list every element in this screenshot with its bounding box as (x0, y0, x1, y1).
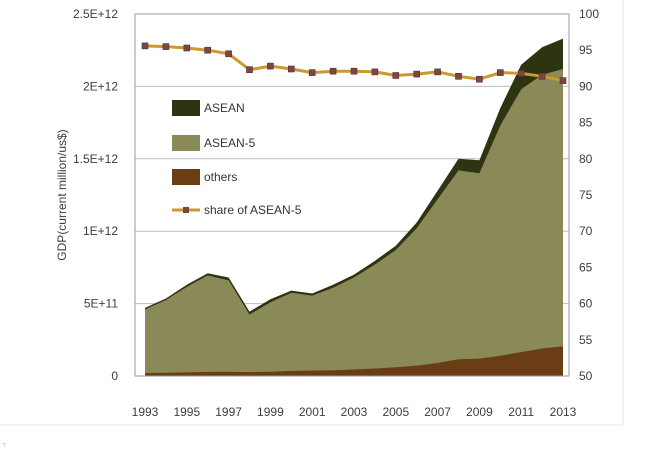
legend-label-others: others (204, 170, 237, 184)
y-right-tick-label: 50 (579, 369, 593, 383)
y-right-tick-label: 95 (579, 43, 593, 57)
x-tick-label: 2005 (382, 405, 409, 419)
y-right-tick-label: 100 (579, 7, 599, 21)
y-left-tick-label: 2.5E+12 (73, 7, 118, 21)
share-point (141, 42, 149, 50)
x-tick-label: 2009 (466, 405, 493, 419)
legend-label-share-of-asean-5: share of ASEAN-5 (204, 203, 302, 217)
x-tick-label: 1995 (173, 405, 200, 419)
share-point (517, 70, 525, 77)
legend-swatch-others (172, 169, 200, 185)
y-right-tick-label: 70 (579, 224, 593, 238)
x-tick-label: 2013 (550, 405, 577, 419)
y-left-tick-label: 2E+12 (83, 79, 118, 93)
share-point (455, 73, 462, 80)
legend-label-asean: ASEAN (204, 101, 245, 115)
share-point (350, 67, 358, 75)
legend-marker-share-of-asean-5 (183, 207, 189, 213)
plot-area-frame (134, 13, 570, 377)
y-right-tick-label: 90 (579, 79, 593, 93)
x-tick-label: 1997 (215, 405, 242, 419)
y-left-tick-label: 1E+12 (83, 224, 118, 238)
y-left-tick-label: 5E+11 (84, 297, 118, 311)
y-right-tick-label: 80 (579, 152, 593, 166)
area-series (145, 38, 563, 376)
legend-swatch-asean (172, 100, 200, 116)
y-right-tick-label: 60 (579, 297, 593, 311)
x-tick-label: 1993 (132, 405, 159, 419)
share-point (183, 44, 191, 52)
legend-label-asean-5: ASEAN-5 (204, 136, 256, 150)
share-point (287, 65, 295, 73)
legend-swatch-asean-5 (172, 135, 200, 151)
share-point (413, 70, 421, 78)
share-point (434, 68, 441, 76)
share-point (392, 72, 400, 79)
y-right-tick-label: 85 (579, 116, 593, 130)
share-point (496, 69, 504, 76)
share-point (476, 75, 483, 83)
area-asean-5 (145, 69, 563, 376)
x-tick-label: 2003 (341, 405, 368, 419)
footnote-mark: ┐ (2, 441, 6, 447)
share-point (308, 69, 316, 76)
area-others (145, 346, 563, 376)
y-right-tick-label: 55 (579, 333, 593, 347)
share-point (246, 66, 253, 73)
share-point (559, 77, 567, 84)
share-point (162, 43, 170, 50)
share-point (204, 46, 211, 54)
x-tick-label: 2011 (508, 405, 534, 419)
y-right-tick-label: 65 (579, 260, 593, 274)
share-point (225, 50, 232, 58)
share-point (371, 68, 379, 76)
legend: ASEAN ASEAN-5 others share of ASEAN-5 (172, 100, 302, 217)
y-axis-right-ticks: 50 55 60 65 70 75 80 85 90 95 100 (579, 7, 599, 383)
share-point (329, 67, 337, 75)
x-tick-label: 2001 (299, 405, 326, 419)
x-axis-ticks: 1993 1995 1997 1999 2001 2003 2005 2007 2009 2011… (132, 405, 577, 419)
share-point (267, 62, 274, 70)
y-left-tick-label: 1.5E+12 (73, 152, 118, 166)
x-tick-label: 2007 (424, 405, 451, 419)
y-axis-left-ticks: 0 5E+11 1E+12 1.5E+12 2E+12 2.5E+12 (73, 7, 118, 383)
share-line-series (141, 42, 567, 84)
share-point (538, 73, 546, 80)
x-tick-label: 1999 (257, 405, 284, 419)
y-left-tick-label: 0 (111, 369, 118, 383)
y-right-tick-label: 75 (579, 188, 593, 202)
y-axis-label: GDP(current million/us$) (55, 129, 69, 260)
